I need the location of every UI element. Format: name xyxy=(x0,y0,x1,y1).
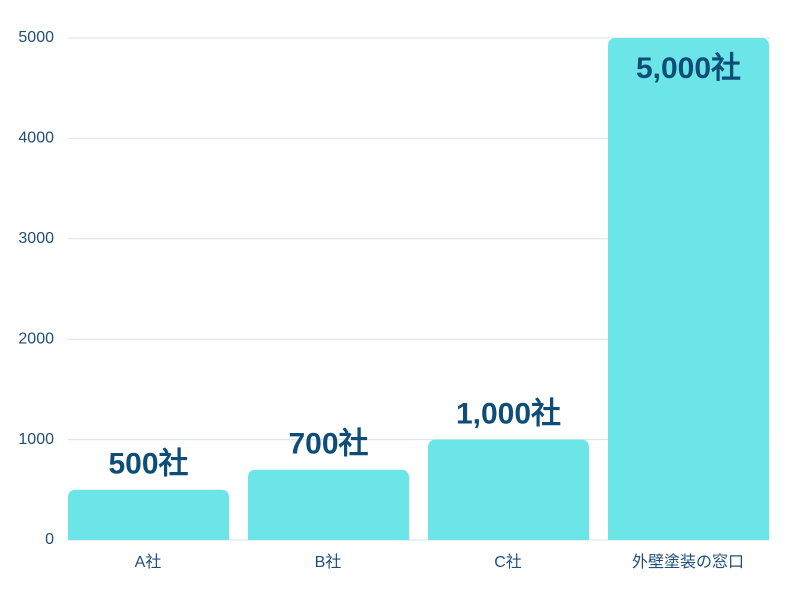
bar xyxy=(68,489,229,540)
value-label: 5,000社 xyxy=(636,52,741,85)
y-tick-label: 0 xyxy=(45,531,54,548)
x-tick-label: A社 xyxy=(135,553,162,571)
y-tick-label: 2000 xyxy=(18,330,54,347)
value-label: 500社 xyxy=(108,448,188,481)
y-tick-label: 3000 xyxy=(18,230,54,247)
x-tick-label: C社 xyxy=(494,553,522,571)
x-tick-label: B社 xyxy=(315,553,342,571)
y-tick-label: 5000 xyxy=(18,29,54,46)
value-label: 700社 xyxy=(288,428,368,461)
y-tick-label: 1000 xyxy=(18,431,54,448)
bar xyxy=(248,469,409,540)
bar xyxy=(608,38,769,540)
bar xyxy=(428,439,589,540)
value-label: 1,000社 xyxy=(456,398,561,431)
y-tick-label: 4000 xyxy=(18,130,54,147)
x-tick-label: 外壁塗装の窓口 xyxy=(632,552,744,571)
